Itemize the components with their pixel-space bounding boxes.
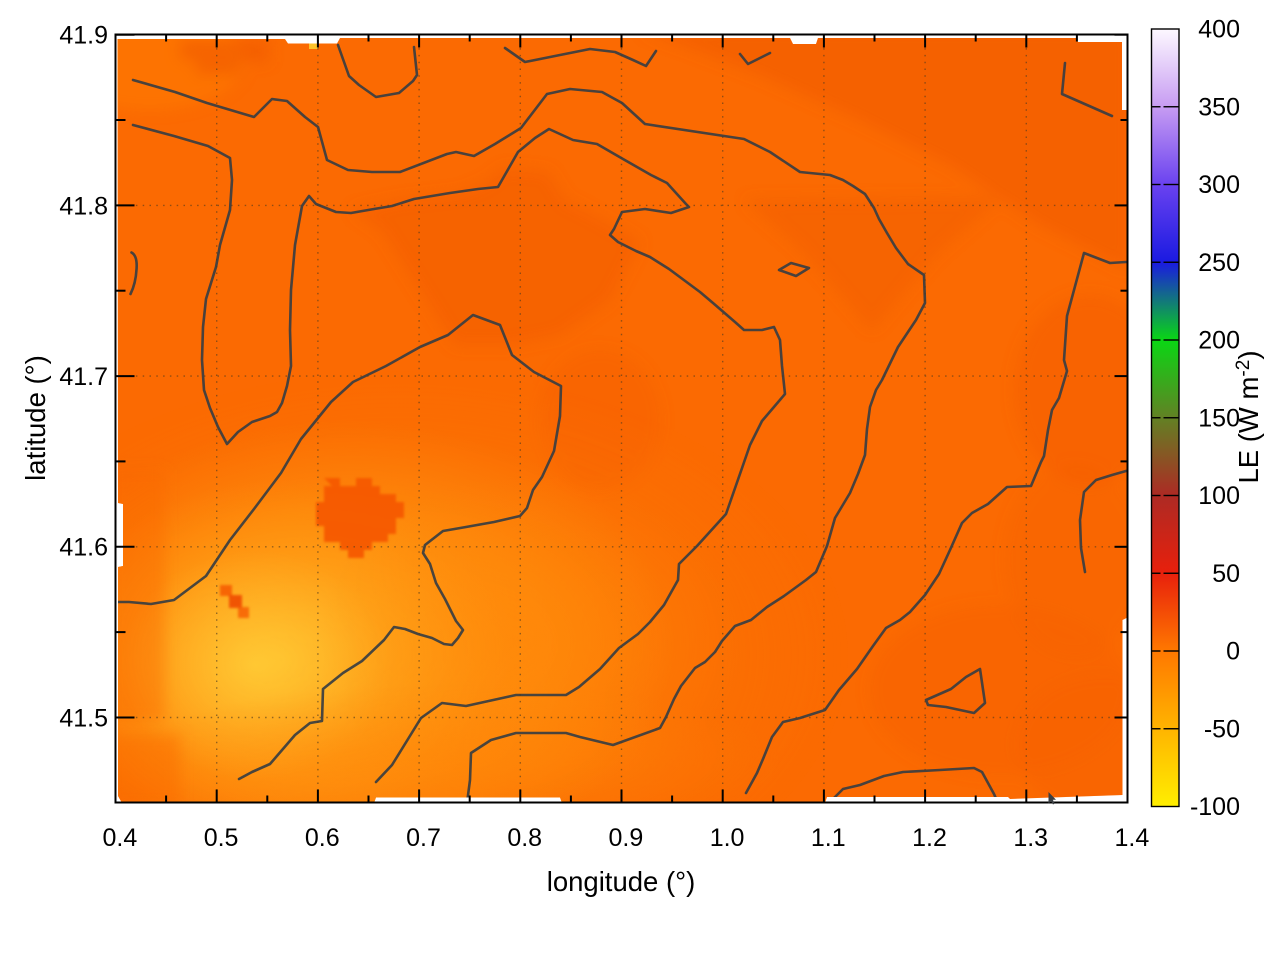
svg-text:350: 350 bbox=[1198, 93, 1240, 121]
svg-text:1.1: 1.1 bbox=[811, 824, 846, 852]
svg-text:41.5: 41.5 bbox=[59, 704, 108, 732]
svg-text:latitude (°): latitude (°) bbox=[20, 355, 51, 481]
svg-text:longitude (°): longitude (°) bbox=[547, 866, 696, 897]
svg-text:0.9: 0.9 bbox=[609, 824, 644, 852]
svg-text:LE (W m-2): LE (W m-2) bbox=[1233, 350, 1264, 483]
svg-text:0.5: 0.5 bbox=[204, 824, 239, 852]
svg-text:0.8: 0.8 bbox=[507, 824, 542, 852]
svg-text:-100: -100 bbox=[1190, 793, 1240, 821]
svg-text:0.7: 0.7 bbox=[406, 824, 441, 852]
svg-text:50: 50 bbox=[1212, 560, 1240, 588]
svg-text:1.3: 1.3 bbox=[1013, 824, 1048, 852]
svg-text:300: 300 bbox=[1198, 171, 1240, 199]
svg-text:-50: -50 bbox=[1204, 715, 1240, 743]
svg-text:200: 200 bbox=[1198, 327, 1240, 355]
svg-text:250: 250 bbox=[1198, 249, 1240, 277]
svg-text:41.6: 41.6 bbox=[59, 534, 108, 562]
svg-text:150: 150 bbox=[1198, 404, 1240, 432]
svg-text:1.0: 1.0 bbox=[710, 824, 745, 852]
svg-text:41.9: 41.9 bbox=[59, 22, 108, 50]
svg-text:1.2: 1.2 bbox=[912, 824, 947, 852]
svg-text:400: 400 bbox=[1198, 16, 1240, 44]
svg-text:1.4: 1.4 bbox=[1115, 824, 1150, 852]
svg-text:100: 100 bbox=[1198, 482, 1240, 510]
svg-text:41.7: 41.7 bbox=[59, 363, 108, 391]
svg-text:0: 0 bbox=[1226, 638, 1240, 666]
svg-text:0.6: 0.6 bbox=[305, 824, 340, 852]
svg-text:0.4: 0.4 bbox=[103, 824, 138, 852]
svg-text:41.8: 41.8 bbox=[59, 192, 108, 220]
